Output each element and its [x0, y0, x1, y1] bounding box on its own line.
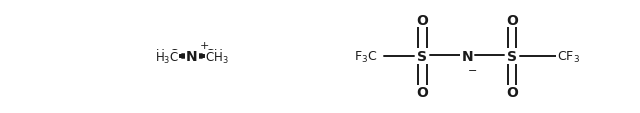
Text: S: S [417, 50, 428, 63]
Text: O: O [506, 86, 518, 100]
Text: N: N [186, 50, 198, 63]
Text: $\mathsf{CH_3}$: $\mathsf{CH_3}$ [205, 47, 228, 62]
Text: −: − [468, 65, 477, 75]
Text: $\mathsf{H_3C}$: $\mathsf{H_3C}$ [156, 51, 179, 66]
Text: O: O [417, 86, 428, 100]
Text: N: N [461, 50, 473, 63]
Text: $\mathsf{F_3C}$: $\mathsf{F_3C}$ [355, 49, 378, 64]
Text: S: S [507, 50, 517, 63]
Text: O: O [417, 13, 428, 27]
Text: $\mathsf{CF_3}$: $\mathsf{CF_3}$ [557, 49, 580, 64]
Text: O: O [506, 13, 518, 27]
Text: +: + [200, 40, 209, 50]
Text: $\mathsf{CH_3}$: $\mathsf{CH_3}$ [205, 51, 228, 66]
Text: $\mathsf{H_3C}$: $\mathsf{H_3C}$ [156, 47, 179, 62]
